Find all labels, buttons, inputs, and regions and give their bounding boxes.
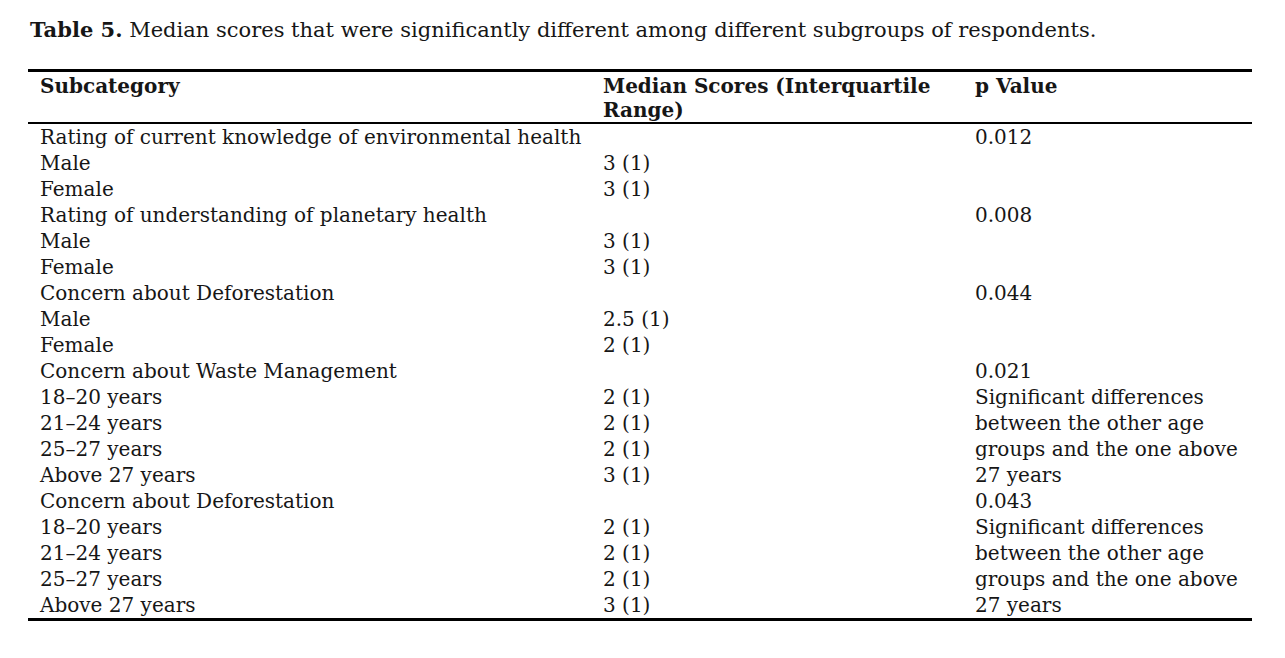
table-row: Rating of current knowledge of environme… [28, 123, 1252, 150]
cell-subcategory: 25–27 years [28, 566, 603, 592]
cell-median: 2 (1) [603, 540, 975, 566]
cell-median [603, 123, 975, 150]
table-row: Male2.5 (1) [28, 306, 1252, 332]
paper-page: Table 5. Median scores that were signifi… [0, 16, 1285, 658]
header-row: Subcategory Median Scores (Interquartile… [28, 71, 1252, 124]
cell-subcategory: Concern about Deforestation [28, 280, 603, 306]
cell-subcategory: 21–24 years [28, 540, 603, 566]
table-row: 25–27 years2 (1)groups and the one above [28, 566, 1252, 592]
cell-median: 2 (1) [603, 410, 975, 436]
cell-p: 27 years [975, 592, 1252, 620]
cell-median: 2 (1) [603, 332, 975, 358]
cell-subcategory: Above 27 years [28, 462, 603, 488]
table-row: Female3 (1) [28, 176, 1252, 202]
cell-median [603, 202, 975, 228]
cell-median: 3 (1) [603, 150, 975, 176]
cell-p: 27 years [975, 462, 1252, 488]
cell-p: 0.044 [975, 280, 1252, 306]
cell-median: 2 (1) [603, 514, 975, 540]
table-row: Male3 (1) [28, 150, 1252, 176]
cell-subcategory: 18–20 years [28, 514, 603, 540]
cell-subcategory: 25–27 years [28, 436, 603, 462]
cell-p [975, 228, 1252, 254]
cell-p [975, 306, 1252, 332]
cell-p [975, 332, 1252, 358]
header-median-scores: Median Scores (Interquartile Range) [603, 71, 975, 124]
cell-median [603, 488, 975, 514]
cell-subcategory: Above 27 years [28, 592, 603, 620]
cell-median: 3 (1) [603, 254, 975, 280]
cell-median: 3 (1) [603, 592, 975, 620]
cell-subcategory: Male [28, 228, 603, 254]
cell-median: 3 (1) [603, 462, 975, 488]
table-row: 25–27 years2 (1)groups and the one above [28, 436, 1252, 462]
table-caption-label: Table 5. [30, 17, 122, 42]
cell-subcategory: Concern about Deforestation [28, 488, 603, 514]
cell-median: 2 (1) [603, 384, 975, 410]
cell-p: Significant differences [975, 384, 1252, 410]
cell-subcategory: Male [28, 150, 603, 176]
cell-p: 0.021 [975, 358, 1252, 384]
cell-subcategory: Female [28, 254, 603, 280]
table-row: Concern about Deforestation 0.044 [28, 280, 1252, 306]
table-row: Male3 (1) [28, 228, 1252, 254]
cell-subcategory: Rating of understanding of planetary hea… [28, 202, 603, 228]
table-row: Concern about Deforestation 0.043 [28, 488, 1252, 514]
cell-median: 3 (1) [603, 228, 975, 254]
cell-median: 2 (1) [603, 566, 975, 592]
cell-p: groups and the one above [975, 566, 1252, 592]
table-row: Rating of understanding of planetary hea… [28, 202, 1252, 228]
table-row: Above 27 years3 (1)27 years [28, 592, 1252, 620]
cell-subcategory: Female [28, 332, 603, 358]
table-row: Female3 (1) [28, 254, 1252, 280]
cell-median [603, 280, 975, 306]
table-row: Concern about Waste Management 0.021 [28, 358, 1252, 384]
table-row: 18–20 years2 (1)Significant differences [28, 514, 1252, 540]
cell-p [975, 254, 1252, 280]
cell-subcategory: 18–20 years [28, 384, 603, 410]
cell-p: Significant differences [975, 514, 1252, 540]
median-scores-table: Subcategory Median Scores (Interquartile… [28, 69, 1252, 621]
cell-p: 0.043 [975, 488, 1252, 514]
cell-median: 2.5 (1) [603, 306, 975, 332]
cell-p [975, 176, 1252, 202]
table-row: Female2 (1) [28, 332, 1252, 358]
table-caption: Table 5. Median scores that were signifi… [30, 16, 1255, 44]
cell-median: 2 (1) [603, 436, 975, 462]
cell-p [975, 150, 1252, 176]
table-caption-text: Median scores that were significantly di… [129, 18, 1096, 42]
cell-p: between the other age [975, 410, 1252, 436]
header-subcategory: Subcategory [28, 71, 603, 124]
table-row: 21–24 years2 (1)between the other age [28, 410, 1252, 436]
cell-median [603, 358, 975, 384]
cell-p: groups and the one above [975, 436, 1252, 462]
table-row: 21–24 years2 (1)between the other age [28, 540, 1252, 566]
cell-median: 3 (1) [603, 176, 975, 202]
header-p-value: p Value [975, 71, 1252, 124]
table-row: 18–20 years2 (1)Significant differences [28, 384, 1252, 410]
table-body: Rating of current knowledge of environme… [28, 123, 1252, 620]
cell-p: 0.012 [975, 123, 1252, 150]
cell-subcategory: 21–24 years [28, 410, 603, 436]
cell-subcategory: Concern about Waste Management [28, 358, 603, 384]
cell-p: between the other age [975, 540, 1252, 566]
cell-subcategory: Female [28, 176, 603, 202]
cell-subcategory: Rating of current knowledge of environme… [28, 123, 603, 150]
cell-subcategory: Male [28, 306, 603, 332]
cell-p: 0.008 [975, 202, 1252, 228]
table-row: Above 27 years3 (1)27 years [28, 462, 1252, 488]
